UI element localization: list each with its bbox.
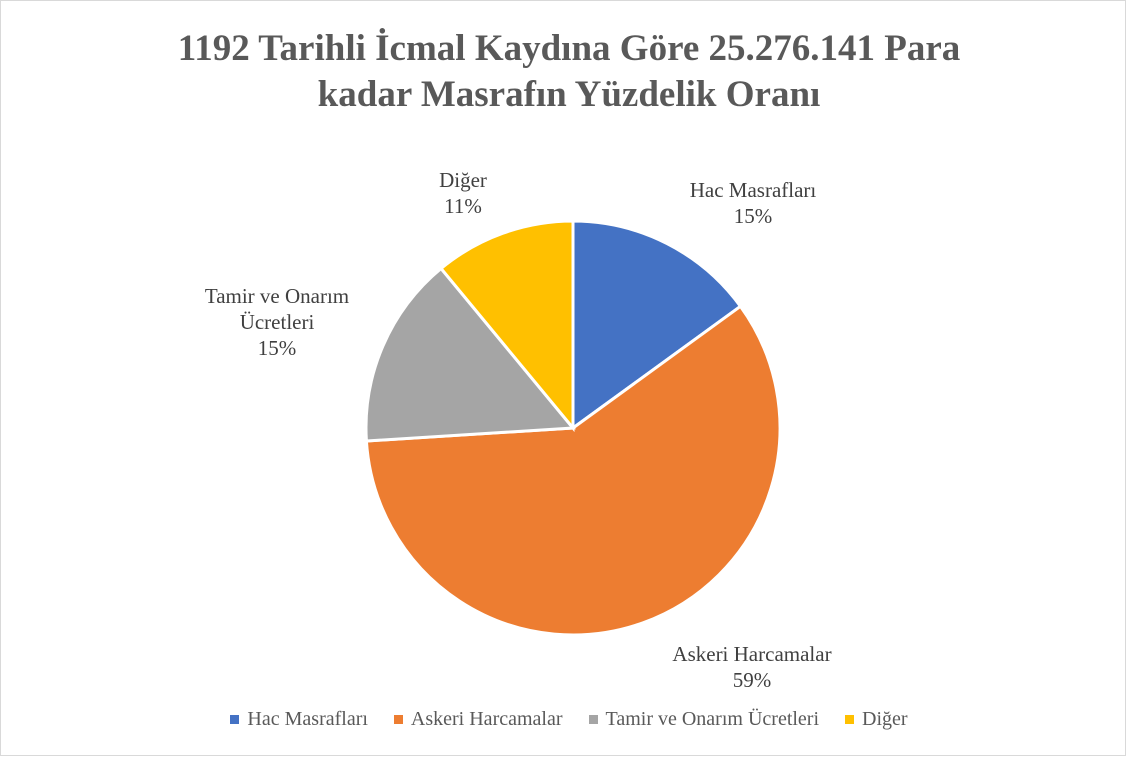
pie-slice	[364, 304, 782, 637]
title-wrap: 1192 Tarihli İcmal Kaydına Göre 25.276.1…	[0, 26, 1138, 118]
data-label: Hac Masrafları 15%	[643, 177, 863, 229]
legend: Hac Masrafları Askeri Harcamalar Tamir ve …	[0, 708, 1138, 731]
legend-swatch	[230, 715, 240, 724]
data-label-value: 15%	[257, 336, 297, 360]
data-label-name: Askeri Harcamalar	[672, 642, 832, 666]
data-label: Diğer 11%	[403, 167, 523, 219]
legend-swatch	[393, 715, 403, 724]
pie-slice	[438, 219, 575, 433]
data-label-name: Hac Masrafları	[689, 178, 817, 202]
data-label-name: Diğer	[439, 168, 487, 192]
pie-slice	[364, 266, 577, 443]
legend-label: Diğer	[862, 708, 908, 730]
data-label: Askeri Harcamalar 59%	[642, 641, 862, 693]
legend-item: Diğer	[845, 708, 908, 731]
legend-swatch	[588, 715, 598, 724]
legend-item: Tamir ve Onarım Ücretleri	[588, 708, 820, 731]
legend-label: Askeri Harcamalar	[410, 708, 563, 730]
chart-title: 1192 Tarihli İcmal Kaydına Göre 25.276.1…	[177, 28, 961, 115]
data-label-value: 15%	[733, 204, 773, 228]
data-label-value: 11%	[444, 194, 482, 218]
legend-label: Tamir ve Onarım Ücretleri	[605, 708, 820, 730]
legend-swatch	[845, 715, 855, 724]
pie-slice	[571, 219, 743, 431]
legend-item: Askeri Harcamalar	[393, 708, 563, 731]
legend-label: Hac Masrafları	[247, 708, 368, 730]
data-label-value: 59%	[732, 668, 772, 692]
data-label: Tamir ve Onarım Ücretleri 15%	[187, 283, 367, 361]
data-label-name: Tamir ve Onarım Ücretleri	[204, 284, 350, 334]
legend-item: Hac Masrafları	[230, 708, 368, 731]
